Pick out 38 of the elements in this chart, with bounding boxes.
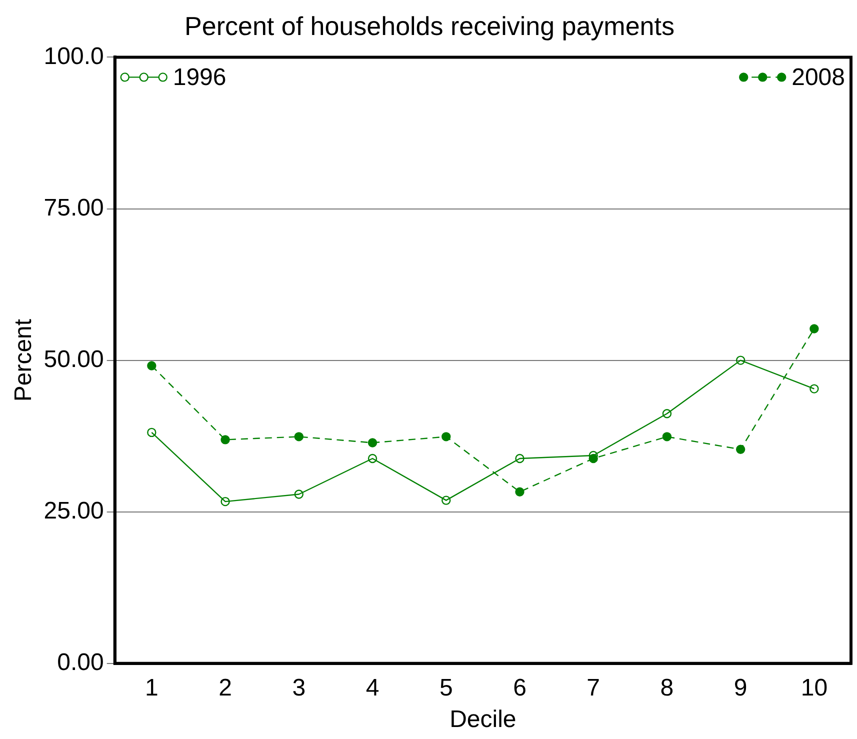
point: [736, 444, 746, 454]
x-tick-label: 9: [734, 674, 748, 702]
x-tick-label: 4: [366, 674, 380, 702]
point: [368, 454, 378, 464]
x-tick-label: 3: [292, 674, 306, 702]
y-tick-label: 75.00: [44, 194, 104, 222]
point: [442, 432, 451, 442]
x-tick-label: 6: [513, 674, 526, 702]
point: [515, 454, 524, 464]
point: [368, 438, 378, 448]
y-axis-title: Percent: [10, 318, 38, 402]
point: [220, 435, 230, 444]
point: [515, 487, 524, 496]
point: [736, 356, 746, 365]
y-tick-label: 25.00: [44, 497, 104, 524]
chart-title: Percent of households receiving payments: [184, 10, 674, 41]
x-tick-label: 2: [218, 674, 232, 702]
point: [147, 428, 156, 438]
point: [442, 496, 451, 505]
point: [662, 409, 672, 418]
point: [810, 324, 819, 334]
x-tick-label: 7: [586, 674, 600, 702]
x-axis-title: Decile: [450, 706, 516, 734]
legend-label: 2008: [792, 64, 845, 91]
y-tick-label: 50.00: [44, 346, 104, 373]
point: [147, 361, 156, 370]
y-tick-label: 100.0: [44, 42, 104, 70]
point: [662, 432, 672, 442]
x-tick-label: 5: [439, 674, 453, 702]
y-tick-label: 0.00: [57, 649, 104, 676]
point: [220, 496, 230, 506]
legend-label: 1996: [172, 64, 226, 91]
point: [810, 384, 819, 394]
point: [294, 490, 304, 499]
x-tick-label: 10: [800, 674, 828, 702]
x-tick-label: 1: [144, 674, 158, 702]
x-tick-label: 8: [660, 674, 674, 702]
point: [294, 432, 304, 442]
